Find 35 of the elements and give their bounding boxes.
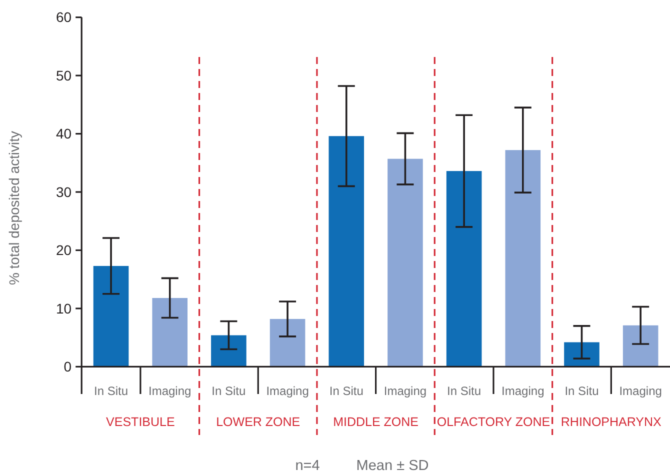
text: In Situ <box>564 384 599 398</box>
text: Mean ± SD <box>356 458 429 474</box>
y-tick-label: 10 <box>56 300 72 316</box>
text: Imaging <box>266 384 309 398</box>
bar <box>446 171 482 367</box>
bar <box>93 266 129 367</box>
text: Imaging <box>148 384 192 398</box>
x-tick-label: VESTIBULE <box>106 415 175 429</box>
text: In Situ <box>212 384 246 398</box>
text: Imaging <box>502 384 544 398</box>
y-tick-label: 0 <box>64 358 72 375</box>
series-label: Imaging <box>619 384 662 398</box>
bar <box>505 150 541 367</box>
x-tick-label: OLFACTORY ZONE <box>436 415 550 429</box>
series-label: In Situ <box>94 384 128 398</box>
bar <box>152 298 188 367</box>
x-tick-label: RHINOPHARYNX <box>560 415 662 429</box>
bar <box>622 325 658 367</box>
bar <box>211 335 246 367</box>
y-tick-label: 30 <box>56 184 72 200</box>
x-tick-label: MIDDLE ZONE <box>333 415 419 429</box>
text: n=4 <box>295 458 320 474</box>
y-axis-title: % total deposited activity <box>6 130 22 286</box>
bar <box>270 318 306 367</box>
y-tick-label: 50 <box>56 67 72 84</box>
bar <box>564 342 600 367</box>
x-tick-label: LOWER ZONE <box>216 415 300 429</box>
text: Imaging <box>384 384 427 398</box>
y-tick-label: 20 <box>56 242 72 258</box>
text: In Situ <box>447 384 482 398</box>
text: In Situ <box>329 384 364 398</box>
bar <box>328 136 364 367</box>
bar <box>388 158 423 367</box>
y-tick-label: 40 <box>56 126 72 142</box>
y-tick-label: 60 <box>56 9 72 26</box>
